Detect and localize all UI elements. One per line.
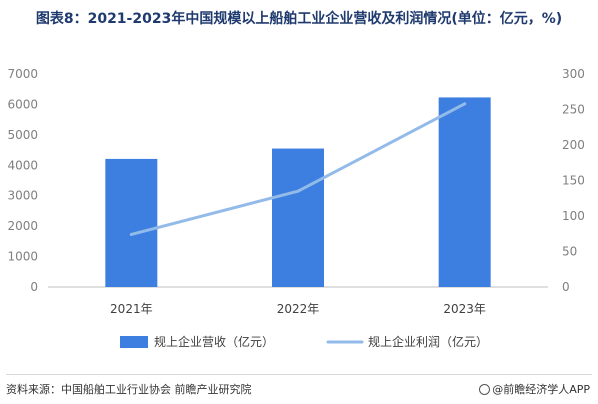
bar-revenue	[105, 158, 158, 287]
brand-logo-icon	[479, 384, 491, 395]
y-right-tick-label: 50	[562, 245, 577, 259]
bar-revenue	[272, 148, 324, 287]
y-left-tick-label: 0	[30, 280, 38, 294]
legend-swatch-revenue	[120, 336, 148, 348]
y-left-tick-label: 7000	[7, 67, 38, 81]
y-left-tick-label: 1000	[7, 250, 38, 264]
y-left-tick-label: 2000	[7, 219, 38, 233]
point-profit	[463, 102, 467, 106]
x-tick-label: 2021年	[110, 302, 153, 316]
y-left-tick-label: 5000	[7, 128, 38, 142]
y-right-tick-label: 250	[562, 103, 585, 117]
brand-text: @前瞻经济学人APP	[492, 383, 590, 396]
footer-divider	[6, 374, 592, 375]
x-tick-label: 2023年	[443, 302, 486, 316]
chart-title: 图表8：2021-2023年中国规模以上船舶工业企业营收及利润情况(单位：亿元，…	[35, 11, 563, 27]
point-profit	[129, 232, 133, 236]
brand-label: @前瞻经济学人APP	[479, 381, 590, 397]
bar-revenue	[438, 97, 491, 288]
y-right-tick-label: 100	[562, 209, 585, 223]
y-right-tick-label: 150	[562, 174, 585, 188]
y-right-tick-label: 300	[562, 67, 585, 81]
y-left-tick-label: 3000	[7, 189, 38, 203]
source-note: 资料来源：中国船舶工业行业协会 前瞻产业研究院	[6, 383, 252, 396]
y-right-tick-label: 200	[562, 138, 585, 152]
legend-label-profit: 规上企业利润（亿元）	[368, 334, 488, 349]
x-tick-label: 2022年	[277, 302, 320, 316]
legend-label-revenue: 规上企业营收（亿元）	[154, 334, 274, 349]
y-right-tick-label: 0	[562, 280, 570, 294]
point-profit	[296, 189, 300, 193]
y-left-tick-label: 6000	[7, 97, 38, 111]
y-left-tick-label: 4000	[7, 158, 38, 172]
